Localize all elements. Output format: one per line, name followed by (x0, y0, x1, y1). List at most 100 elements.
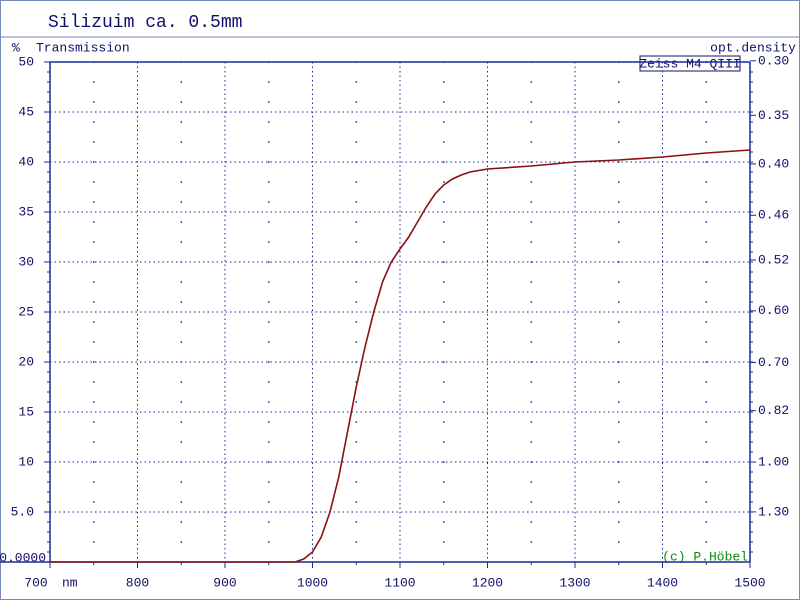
grid-dot (93, 381, 95, 383)
grid-dot (705, 381, 708, 383)
y2-tick-label: 0.35 (758, 108, 789, 123)
grid-dot (530, 361, 533, 363)
grid-dot (443, 301, 445, 303)
grid-dot (705, 201, 708, 203)
grid-dot (180, 301, 183, 303)
grid-dot (180, 201, 183, 203)
y-tick-label: 15 (18, 404, 34, 419)
grid-dot (355, 501, 358, 503)
grid-dot (268, 81, 270, 83)
grid-dot (355, 461, 358, 463)
grid-dot (93, 541, 95, 543)
grid-dot (93, 401, 95, 403)
grid-dot (268, 121, 270, 123)
grid-dot (705, 241, 708, 243)
grid-dot (618, 201, 620, 203)
grid-dot (530, 421, 533, 423)
grid-dot (268, 341, 270, 343)
grid-dot (268, 141, 270, 143)
grid-dot (355, 241, 358, 243)
grid-dot (180, 81, 183, 83)
grid-dot (268, 321, 270, 323)
grid-dot (618, 281, 620, 283)
grid-dot (180, 481, 183, 483)
y-tick-label: 25 (18, 304, 34, 319)
grid-dot (443, 461, 445, 463)
grid-dot (530, 441, 533, 443)
grid-dot (180, 421, 183, 423)
legend-box (639, 55, 741, 72)
grid-dot (618, 521, 620, 523)
grid-dot (355, 541, 358, 543)
grid-dot (180, 261, 183, 263)
grid-dot (180, 281, 183, 283)
legend-label: Zeiss M4 QIII (639, 56, 740, 71)
x-tick-label: 1100 (384, 575, 415, 590)
grid-dot (268, 201, 270, 203)
grid-dot (705, 181, 708, 183)
grid-dot (530, 381, 533, 383)
grid-dot (180, 501, 183, 503)
grid-dot (180, 321, 183, 323)
grid-dot (443, 161, 445, 163)
grid-dot (93, 181, 95, 183)
y2-axis-label: opt.density (710, 40, 796, 55)
grid-dot (268, 521, 270, 523)
grid-dot (443, 441, 445, 443)
grid-dot (180, 441, 183, 443)
y2-tick-label: 0.46 (758, 208, 789, 223)
grid-dot (618, 341, 620, 343)
grid-dot (443, 181, 445, 183)
grid-dot (530, 121, 533, 123)
grid-dot (180, 461, 183, 463)
grid-dot (93, 421, 95, 423)
grid-dot (705, 81, 708, 83)
grid-dot (355, 181, 358, 183)
grid-dot (180, 161, 183, 163)
grid-dot (530, 481, 533, 483)
grid-dot (618, 501, 620, 503)
x-tick-label: 1500 (734, 575, 765, 590)
grid-dot (530, 521, 533, 523)
y-tick-label: 30 (18, 254, 34, 269)
grid-dot (268, 241, 270, 243)
grid-dot (180, 241, 183, 243)
grid-dot (355, 81, 358, 83)
grid-dot (93, 281, 95, 283)
x-tick-label: 1400 (647, 575, 678, 590)
grid-dot (268, 301, 270, 303)
grid-dot (268, 461, 270, 463)
grid-dot (530, 401, 533, 403)
grid-dot (355, 221, 358, 223)
grid-dot (180, 401, 183, 403)
grid-dot (530, 341, 533, 343)
grid-dot (618, 381, 620, 383)
grid-dot (705, 101, 708, 103)
grid-dot (180, 381, 183, 383)
grid-dot (268, 281, 270, 283)
grid-dot (268, 221, 270, 223)
grid-dot (618, 321, 620, 323)
grid-dot (705, 441, 708, 443)
grid-dot (618, 261, 620, 263)
y2-tick-label: 0.60 (758, 303, 789, 318)
grid-dot (443, 121, 445, 123)
grid-dot (705, 221, 708, 223)
grid-dot (93, 81, 95, 83)
grid-dot (705, 481, 708, 483)
grid-dot (443, 481, 445, 483)
x-tick-label: 1200 (472, 575, 503, 590)
grid-dot (180, 101, 183, 103)
grid-dot (355, 281, 358, 283)
grid-dot (180, 521, 183, 523)
grid-dot (355, 421, 358, 423)
grid-dot (618, 401, 620, 403)
grid-dot (355, 261, 358, 263)
grid-dot (530, 241, 533, 243)
grid-dot (705, 121, 708, 123)
grid-dot (530, 221, 533, 223)
grid-dot (180, 361, 183, 363)
y2-tick-label: 0.30 (758, 53, 789, 68)
chart-title: Silizuim ca. 0.5mm (48, 13, 242, 33)
grid-dot (180, 341, 183, 343)
